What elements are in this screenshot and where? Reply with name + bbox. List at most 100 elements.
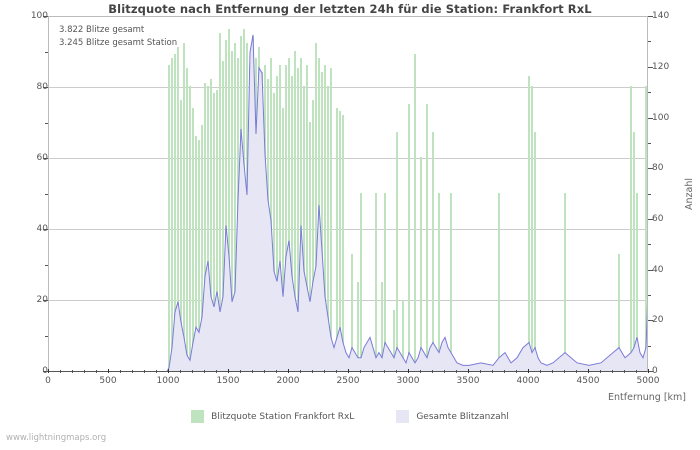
x-tickmark-minor xyxy=(480,370,481,373)
x-tickmark xyxy=(588,369,589,373)
bar xyxy=(176,47,180,371)
bar xyxy=(191,107,195,371)
y-right-tick-120: 120 xyxy=(652,62,670,72)
bar xyxy=(287,57,291,371)
y-left-tick-60: 60 xyxy=(36,153,48,163)
x-tickmark-minor xyxy=(216,370,217,373)
bar xyxy=(212,93,216,371)
x-tickmark xyxy=(528,369,529,373)
bar xyxy=(407,104,411,371)
bar xyxy=(269,57,273,371)
legend-item-blitzquote[interactable]: Blitzquote Station Frankfort RxL xyxy=(191,410,354,423)
x-tickmark-minor xyxy=(432,370,433,373)
y-right-tick-100: 100 xyxy=(652,113,670,123)
bar xyxy=(329,68,333,371)
x-axis-title: Entfernung [km] xyxy=(608,392,686,403)
bar xyxy=(197,139,201,371)
x-tickmark-minor xyxy=(600,370,601,373)
bar xyxy=(326,86,330,371)
x-tickmark xyxy=(168,369,169,373)
bar xyxy=(629,86,633,371)
x-tickmark xyxy=(288,369,289,373)
x-tick-2500: 2500 xyxy=(336,376,360,386)
x-tick-2000: 2000 xyxy=(276,376,300,386)
y-right-tickmark xyxy=(648,168,653,169)
y-right-tick-20: 20 xyxy=(652,315,664,325)
x-tickmark-minor xyxy=(180,370,181,373)
annotation-station-strikes: 3.245 Blitze gesamt Station xyxy=(59,38,178,48)
bar xyxy=(617,253,621,371)
bar xyxy=(335,107,339,371)
x-tickmark-minor xyxy=(504,370,505,373)
y-left-tickmark-minor xyxy=(45,123,48,124)
x-tickmark xyxy=(108,369,109,373)
annotation-total-strikes: 3.822 Blitze gesamt xyxy=(59,25,145,35)
x-tick-4000: 4000 xyxy=(516,376,540,386)
bar xyxy=(644,86,647,371)
y-left-tickmark xyxy=(43,158,48,159)
y-left-tickmark xyxy=(43,16,48,17)
bar xyxy=(497,193,501,371)
x-tickmark xyxy=(228,369,229,373)
y-right-tickmark xyxy=(648,67,653,68)
x-tickmark-minor xyxy=(300,370,301,373)
gridline xyxy=(49,229,647,230)
y-right-tickmark-minor xyxy=(648,143,651,144)
y-right-tick-0: 0 xyxy=(652,366,658,376)
bar xyxy=(179,100,183,371)
bar xyxy=(356,282,360,371)
bar xyxy=(275,75,279,371)
x-tickmark-minor xyxy=(384,370,385,373)
line-series-blitzanzahl xyxy=(49,17,647,371)
x-tickmark-minor xyxy=(276,370,277,373)
bar xyxy=(305,64,309,371)
x-tickmark xyxy=(48,369,49,373)
y-left-tick-100: 100 xyxy=(30,11,48,21)
bar xyxy=(395,132,399,371)
bar xyxy=(230,50,234,371)
bar xyxy=(182,43,186,371)
bar xyxy=(437,193,441,371)
y-left-tickmark-minor xyxy=(45,265,48,266)
x-tickmark-minor xyxy=(204,370,205,373)
x-tickmark-minor xyxy=(612,370,613,373)
chart-legend: Blitzquote Station Frankfort RxL Gesamte… xyxy=(0,410,700,423)
bar xyxy=(341,114,345,371)
y-right-tickmark xyxy=(648,118,653,119)
y-left-tick-40: 40 xyxy=(36,224,48,234)
bar xyxy=(380,282,384,371)
x-tickmark-minor xyxy=(240,370,241,373)
bar xyxy=(296,68,300,371)
y-right-tickmark-minor xyxy=(648,295,651,296)
x-tickmark-minor xyxy=(156,370,157,373)
x-tickmark-minor xyxy=(492,370,493,373)
y-right-tick-60: 60 xyxy=(652,214,664,224)
bar xyxy=(374,193,378,371)
y-left-tick-80: 80 xyxy=(36,82,48,92)
gridline xyxy=(49,158,647,159)
x-tickmark-minor xyxy=(96,370,97,373)
gridline xyxy=(49,300,647,301)
bar xyxy=(209,79,213,371)
bar xyxy=(290,75,294,371)
bar xyxy=(185,68,189,371)
y-right-tickmark-minor xyxy=(648,194,651,195)
legend-label-blitzanzahl: Gesamte Blitzanzahl xyxy=(416,411,509,422)
bar xyxy=(221,61,225,371)
bar xyxy=(527,75,531,371)
y-left-tickmark-minor xyxy=(45,336,48,337)
x-tick-3500: 3500 xyxy=(456,376,480,386)
bar xyxy=(311,100,315,371)
x-tickmark-minor xyxy=(336,370,337,373)
bar xyxy=(194,136,198,371)
bar xyxy=(413,54,417,371)
bar xyxy=(530,86,534,371)
x-tickmark-minor xyxy=(72,370,73,373)
bar xyxy=(233,43,237,371)
bar xyxy=(383,193,387,371)
y-right-tickmark xyxy=(648,219,653,220)
y-right-tickmark-minor xyxy=(648,92,651,93)
legend-item-blitzanzahl[interactable]: Gesamte Blitzanzahl xyxy=(396,410,509,423)
y-left-tickmark-minor xyxy=(45,194,48,195)
x-tickmark-minor xyxy=(252,370,253,373)
